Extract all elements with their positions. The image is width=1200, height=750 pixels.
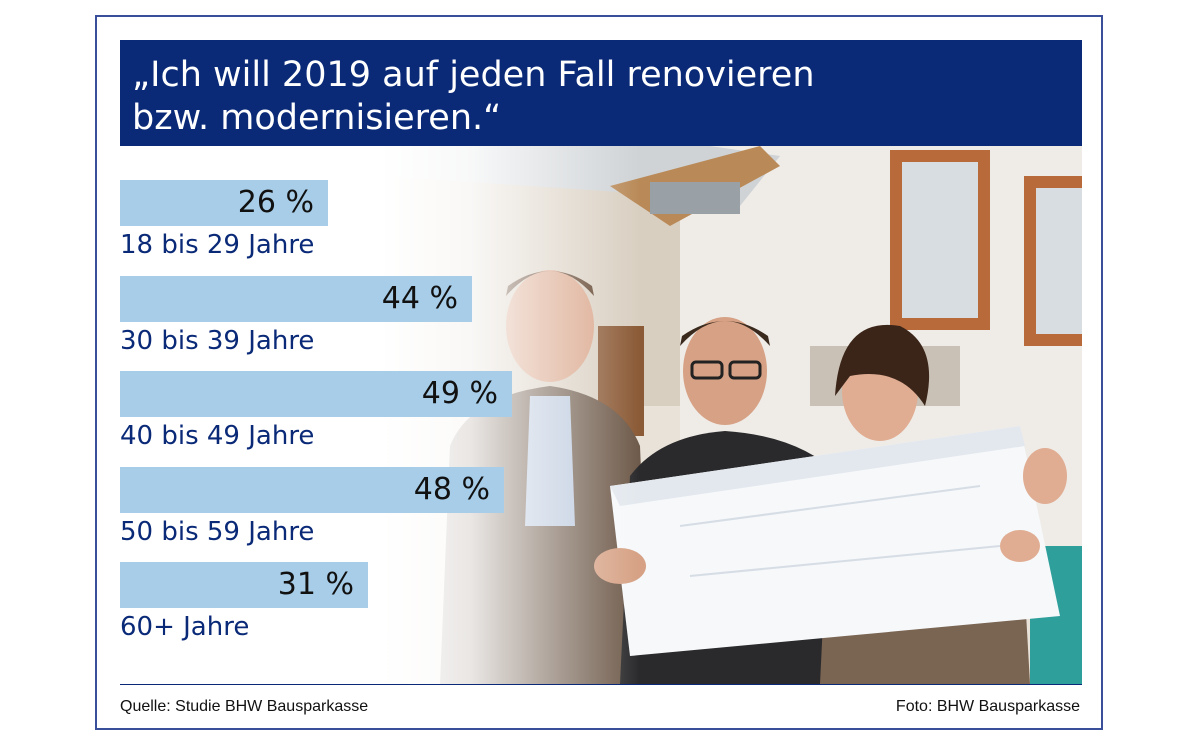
- footer-divider: [120, 684, 1082, 685]
- background-photo: [380, 146, 1082, 684]
- photo-credit: Foto: BHW Bausparkasse: [895, 698, 1080, 715]
- title-banner: „Ich will 2019 auf jeden Fall renovieren…: [120, 40, 1082, 146]
- photo-illustration: [380, 146, 1082, 684]
- title-line-2: bzw. modernisieren.“: [132, 98, 502, 138]
- source-note: Quelle: Studie BHW Bausparkasse: [120, 698, 369, 715]
- title-line-1: „Ich will 2019 auf jeden Fall renovieren: [132, 55, 815, 95]
